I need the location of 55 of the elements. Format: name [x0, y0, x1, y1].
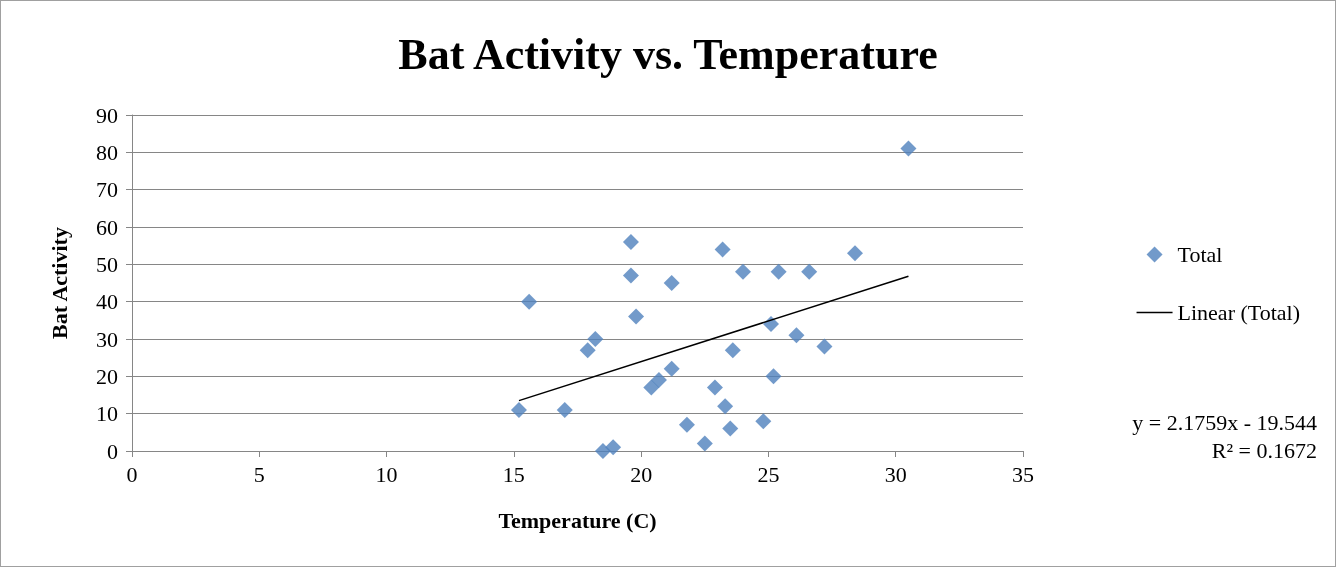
text: y = 2.1759x - 19.544	[1132, 409, 1317, 435]
point	[788, 327, 805, 344]
point	[696, 435, 713, 452]
y-axis-title: Bat Activity	[46, 227, 72, 339]
y-tick-label: 40	[96, 289, 118, 315]
point	[628, 308, 645, 325]
x-tick-label: 0	[126, 461, 138, 487]
y-tick-label: 60	[96, 214, 118, 240]
y-tick-label: 10	[96, 401, 118, 427]
point	[643, 379, 660, 396]
x-axis-title: Temperature (C)	[498, 507, 657, 533]
x-tick-label: 30	[884, 461, 907, 487]
point	[724, 342, 741, 359]
point	[605, 439, 622, 456]
point	[765, 368, 782, 385]
legend-label: Linear (Total)	[1177, 300, 1300, 325]
point	[663, 360, 680, 377]
point	[816, 338, 833, 355]
x-tick-label: 35	[1012, 461, 1034, 487]
y-tick-label: 80	[96, 139, 118, 165]
point	[722, 420, 739, 437]
point	[770, 263, 787, 280]
point	[663, 275, 680, 291]
point	[755, 413, 772, 430]
point	[900, 140, 917, 157]
y-tick-label: 20	[96, 363, 118, 389]
x-tick-label: 10	[375, 461, 398, 487]
x-tick-label: 15	[502, 461, 525, 487]
point	[622, 233, 639, 250]
point	[587, 331, 604, 347]
point	[706, 379, 723, 396]
point	[594, 443, 611, 459]
y-tick-label: 0	[107, 438, 118, 464]
point	[579, 342, 596, 359]
point	[650, 372, 667, 389]
point	[846, 245, 863, 262]
point	[521, 293, 538, 310]
point	[622, 267, 639, 284]
x-tick-label: 25	[757, 461, 780, 487]
point	[678, 416, 695, 433]
point	[801, 263, 818, 280]
x-tick-label: 20	[630, 461, 653, 487]
y-tick-label: 30	[96, 326, 118, 352]
y-tick-label: 70	[96, 177, 118, 203]
legend-label: Total	[1177, 242, 1223, 267]
point	[556, 401, 573, 418]
point	[714, 241, 731, 258]
chart-title: Bat Activity vs. Temperature	[398, 29, 938, 79]
point	[717, 398, 734, 415]
point	[734, 263, 751, 280]
y-tick-label: 90	[96, 102, 118, 128]
x-tick-label: 5	[253, 461, 265, 487]
point	[510, 401, 527, 418]
text: R² = 0.1672	[1211, 437, 1318, 463]
y-tick-label: 50	[96, 251, 118, 277]
